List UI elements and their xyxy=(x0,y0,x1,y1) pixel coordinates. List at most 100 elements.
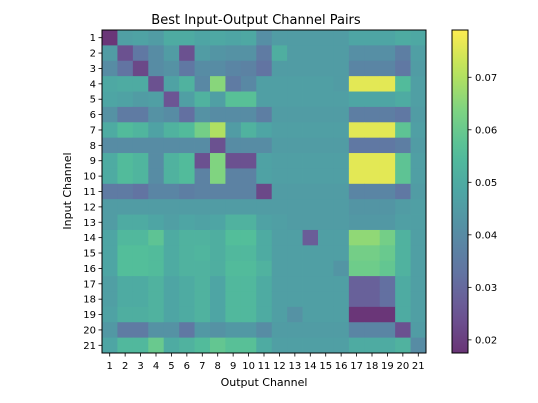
heatmap-cell xyxy=(240,30,257,46)
heatmap-cell xyxy=(302,76,319,92)
y-tick-label: 21 xyxy=(83,341,96,352)
heatmap-cell xyxy=(194,260,211,277)
heatmap-cell xyxy=(287,183,303,200)
heatmap-cell xyxy=(102,45,118,62)
heatmap-cell xyxy=(179,199,195,215)
heatmap-cell xyxy=(287,291,303,308)
y-tick-label: 19 xyxy=(83,310,96,321)
heatmap-cell xyxy=(148,168,165,185)
y-tick-label: 7 xyxy=(90,125,96,136)
heatmap-cell xyxy=(240,337,257,354)
heatmap-cell xyxy=(348,122,365,139)
y-tick-label: 18 xyxy=(83,295,96,306)
heatmap-cell xyxy=(364,260,381,277)
heatmap-cell xyxy=(256,106,273,123)
heatmap-cell xyxy=(348,260,365,277)
heatmap-cell xyxy=(179,137,195,154)
heatmap-cell xyxy=(348,322,365,339)
heatmap-cell xyxy=(148,45,165,62)
heatmap-cell xyxy=(364,199,381,215)
heatmap-cell xyxy=(318,168,334,185)
heatmap-cell xyxy=(163,291,180,308)
heatmap-cell xyxy=(287,106,303,123)
heatmap-cell xyxy=(410,168,427,185)
heatmap-cell xyxy=(302,106,319,123)
x-tick-label: 15 xyxy=(319,361,332,372)
heatmap-cell xyxy=(179,260,195,277)
heatmap-cell xyxy=(102,322,118,339)
heatmap-cell xyxy=(364,183,381,200)
heatmap-cell xyxy=(302,30,319,46)
heatmap-cell xyxy=(102,168,118,185)
heatmap-cell xyxy=(287,153,303,169)
heatmap-cell xyxy=(117,322,134,339)
y-tick-label: 2 xyxy=(90,49,96,60)
heatmap-cell xyxy=(194,60,211,77)
heatmap-cell xyxy=(194,306,211,323)
heatmap-cell xyxy=(148,199,165,215)
heatmap-cell xyxy=(102,276,118,292)
heatmap-cell xyxy=(194,137,211,154)
x-tick-label: 14 xyxy=(304,361,317,372)
heatmap-cell xyxy=(163,76,180,92)
x-tick-label: 16 xyxy=(335,361,348,372)
heatmap-cell xyxy=(225,137,242,154)
heatmap-cell xyxy=(179,76,195,92)
heatmap-cell xyxy=(194,229,211,246)
heatmap-cell xyxy=(287,60,303,77)
heatmap-cell xyxy=(148,30,165,46)
heatmap-cell xyxy=(163,229,180,246)
heatmap-cell xyxy=(348,183,365,200)
heatmap-cell xyxy=(132,76,149,92)
heatmap-cell xyxy=(240,183,257,200)
x-tick-label: 10 xyxy=(242,361,255,372)
y-tick-label: 14 xyxy=(83,233,96,244)
heatmap-cell xyxy=(194,106,211,123)
heatmap-cell xyxy=(179,153,195,169)
heatmap-cell xyxy=(364,276,381,292)
heatmap-cell xyxy=(132,245,149,262)
heatmap-cell xyxy=(364,322,381,339)
heatmap-cell xyxy=(194,337,211,354)
heatmap-cell xyxy=(225,306,242,323)
heatmap-cell xyxy=(210,214,226,231)
heatmap-cell xyxy=(132,322,149,339)
heatmap-cell xyxy=(163,322,180,339)
heatmap-cell xyxy=(395,337,411,354)
heatmap-cell xyxy=(395,183,411,200)
heatmap-cell xyxy=(256,306,273,323)
heatmap-cell xyxy=(287,30,303,46)
heatmap-cell xyxy=(132,91,149,108)
heatmap-cell xyxy=(287,45,303,62)
heatmap-cell xyxy=(410,45,427,62)
heatmap-cell xyxy=(225,183,242,200)
heatmap-cell xyxy=(410,30,427,46)
heatmap-cell xyxy=(256,60,273,77)
heatmap-cell xyxy=(364,60,381,77)
heatmap-cell xyxy=(102,214,118,231)
heatmap-cell xyxy=(179,60,195,77)
heatmap-cell xyxy=(410,122,427,139)
heatmap-cell xyxy=(102,183,118,200)
heatmap-cell xyxy=(302,245,319,262)
heatmap-cell xyxy=(333,168,350,185)
heatmap-cell xyxy=(348,153,365,169)
heatmap-cell xyxy=(256,276,273,292)
heatmap-cell xyxy=(348,229,365,246)
heatmap-cell xyxy=(410,260,427,277)
heatmap-cell xyxy=(240,291,257,308)
heatmap-cell xyxy=(210,30,226,46)
heatmap-cell xyxy=(179,122,195,139)
heatmap-cell xyxy=(240,199,257,215)
heatmap-cell xyxy=(333,45,350,62)
heatmap-cell xyxy=(210,153,226,169)
heatmap-cell xyxy=(148,76,165,92)
heatmap-cell xyxy=(102,306,118,323)
heatmap-cell xyxy=(148,183,165,200)
heatmap-cell xyxy=(163,337,180,354)
heatmap-cell xyxy=(348,30,365,46)
colorbar-tick-label: 0.04 xyxy=(475,230,497,241)
heatmap-cell xyxy=(410,214,427,231)
heatmap-cell xyxy=(318,306,334,323)
